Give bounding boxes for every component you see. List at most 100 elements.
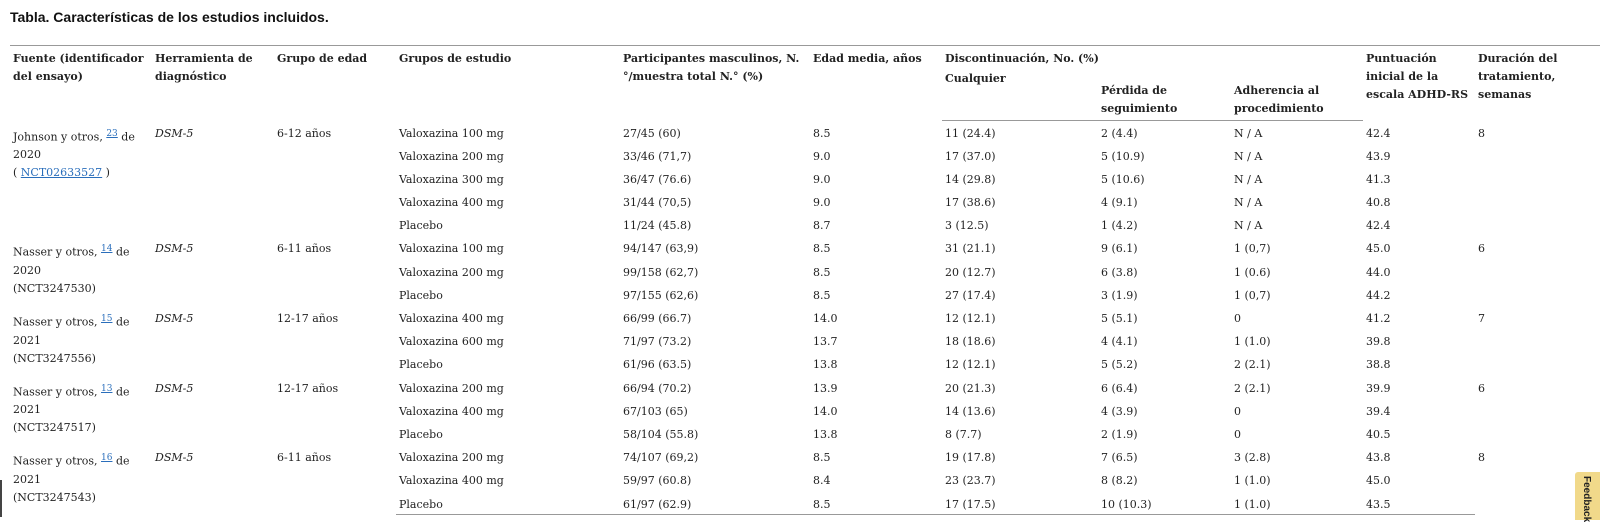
source-author: Nasser y otros, [13,246,98,260]
table-row: Nasser y otros, 14 de 2020 (NCT3247530) DS… [10,236,1600,295]
diagnostic-tool-cell: DSM-5 [155,312,194,325]
header-age-group: Grupo de edad [274,45,396,121]
discontinuation-any-cell: 8 (7.7) [945,427,982,441]
duration-cell: 6 [1478,242,1485,256]
study-group-cell: Valoxazina 300 mg [399,172,504,186]
study-group-cell: Valoxazina 100 mg [399,242,504,256]
study-group-cell: Placebo [399,358,443,372]
table-row: Nasser y otros, 16 de 2021 (NCT3247543) DS… [10,445,1600,504]
discontinuation-any-cell: 3 (12.5) [945,219,989,233]
lost-followup-cell: 6 (3.8) [1101,265,1138,279]
male-participants-cell: 31/44 (70,5) [623,196,692,210]
male-participants-cell: 58/104 (55.8) [623,427,699,441]
duration-cell: 8 [1478,126,1485,140]
adherence-cell: N / A [1234,196,1263,210]
source-author: Nasser y otros, [13,315,98,329]
discontinuation-any-cell: 19 (17.8) [945,451,996,465]
reference-link[interactable]: 13 [101,383,113,394]
source-author: Johnson y otros, [13,130,103,144]
study-group-cell: Placebo [399,219,443,233]
table-row: Placebo 61/96 (63.5) 13.8 12 (12.1) 5 (5.2) 2… [10,352,1600,375]
header-duration: Duración del tratamiento, semanas [1475,45,1600,121]
lost-followup-cell: 5 (10.9) [1101,149,1145,163]
male-participants-cell: 36/47 (76.6) [623,172,692,186]
lost-followup-cell: 8 (8.2) [1101,474,1138,488]
mean-age-cell: 8.5 [810,491,942,516]
baseline-score-cell: 43.5 [1363,491,1475,516]
mean-age-cell: 8.5 [813,288,831,302]
adherence-cell: 2 (2.1) [1234,381,1271,395]
study-group-cell: Valoxazina 600 mg [399,335,504,349]
studies-table: Fuente (identificador del ensayo) Herram… [10,45,1600,516]
male-participants-cell: 59/97 (60.8) [623,474,692,488]
adherence-cell: 1 (0.6) [1234,265,1271,279]
male-participants-cell: 61/96 (63.5) [623,358,692,372]
trial-id: NCT3247556 [17,351,92,365]
adherence-cell: N / A [1234,149,1263,163]
source-year: de 2021 [13,454,130,486]
study-group-cell: Valoxazina 200 mg [399,451,504,465]
male-participants-cell: 61/97 (62.9) [620,491,810,516]
baseline-score-cell: 45.0 [1366,474,1391,488]
study-group-cell: Valoxazina 100 mg [399,126,504,140]
mean-age-cell: 13.9 [813,381,838,395]
trial-id-link[interactable]: NCT02633527 [20,166,103,180]
mean-age-cell: 8.5 [813,265,831,279]
mean-age-cell: 8.4 [813,474,831,488]
header-source: Fuente (identificador del ensayo) [10,45,152,121]
discontinuation-any-cell: 18 (18.6) [945,335,996,349]
male-participants-cell: 99/158 (62,7) [623,265,699,279]
mean-age-cell: 9.0 [813,196,831,210]
mean-age-cell: 8.7 [813,219,831,233]
study-group-cell: Valoxazina 200 mg [399,265,504,279]
table-caption: Tabla. Características de los estudios i… [10,9,329,25]
discontinuation-any-cell: 27 (17.4) [945,288,996,302]
diagnostic-tool-cell: DSM-5 [155,242,194,256]
mean-age-cell: 8.5 [813,451,831,465]
study-group-cell: Valoxazina 200 mg [399,381,504,395]
adherence-cell: 1 (1.0) [1234,335,1271,349]
source-year: de 2020 [13,130,135,162]
male-participants-cell: 11/24 (45.8) [623,219,692,233]
discontinuation-any-cell: 17 (17.5) [942,491,1098,516]
feedback-tab[interactable]: Feedback [1575,472,1600,522]
baseline-score-cell: 42.4 [1366,126,1391,140]
trial-id-suffix: ) [91,490,96,504]
adherence-cell: 0 [1234,427,1241,441]
trial-id-suffix: ) [91,282,96,296]
duration-cell: 7 [1478,312,1485,325]
reference-link[interactable]: 16 [101,453,113,464]
source-cell: Nasser y otros, 15 de 2021 (NCT3247556) [10,306,152,376]
baseline-score-cell: 39.8 [1366,335,1391,349]
duration-cell: 8 [1478,451,1485,465]
feedback-label: Feedback [1581,476,1592,522]
adherence-cell: N / A [1234,172,1263,186]
male-participants-cell: 33/46 (71,7) [623,149,692,163]
lost-followup-cell: 7 (6.5) [1101,451,1138,465]
source-cell: Nasser y otros, 13 de 2021 (NCT3247517) [10,376,152,446]
source-author: Nasser y otros, [13,454,98,468]
lost-followup-cell: 4 (9.1) [1101,196,1138,210]
age-group-cell: 6-12 años [277,126,332,140]
baseline-score-cell: 42.4 [1366,219,1391,233]
baseline-score-cell: 43.8 [1366,451,1391,465]
lost-followup-cell: 5 (10.6) [1101,172,1145,186]
table-row: Placebo 61/97 (62.9) 8.5 17 (17.5) 10 (10.3)… [10,491,1600,516]
discontinuation-any-cell: 14 (29.8) [945,172,996,186]
discontinuation-any-cell: 23 (23.7) [945,474,996,488]
lost-followup-cell: 5 (5.1) [1101,312,1138,325]
baseline-score-cell: 41.3 [1366,172,1391,186]
study-group-cell: Valoxazina 200 mg [399,149,504,163]
trial-id-prefix: ( [13,351,18,365]
baseline-score-cell: 41.2 [1366,312,1391,325]
discontinuation-any-cell: 11 (24.4) [945,127,996,140]
adherence-cell: 0 [1234,312,1241,325]
reference-link[interactable]: 23 [106,128,118,139]
mean-age-cell: 9.0 [813,149,831,163]
lost-followup-cell: 2 (4.4) [1101,127,1138,140]
reference-link[interactable]: 15 [101,314,113,324]
baseline-score-cell: 43.9 [1366,149,1391,163]
reference-link[interactable]: 14 [101,244,113,255]
adherence-cell: 1 (0,7) [1234,288,1271,302]
duration-cell: 6 [1478,381,1485,395]
